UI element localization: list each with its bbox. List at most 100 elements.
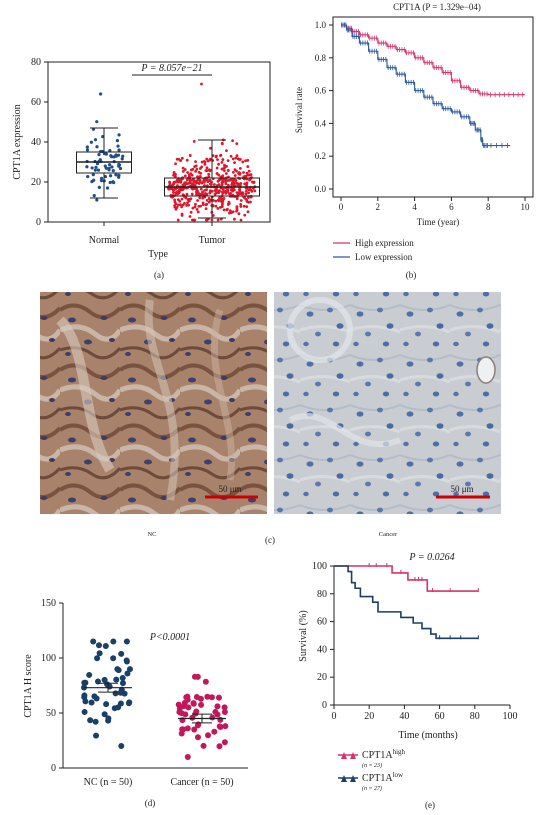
d-point	[211, 728, 218, 735]
a-point	[233, 174, 237, 177]
cancer-ihc-image: 50 μm	[274, 292, 501, 514]
b-xtick-label: 0	[339, 202, 344, 212]
a-point	[224, 182, 228, 186]
d-point	[126, 699, 133, 706]
panel-label-c: (c)	[265, 535, 275, 545]
a-point	[201, 190, 204, 194]
d-point	[103, 701, 110, 708]
d-point	[184, 754, 191, 760]
a-point	[247, 169, 251, 173]
a-point	[172, 173, 175, 177]
a-point	[98, 92, 103, 96]
a-point	[185, 204, 189, 207]
d-point	[217, 724, 224, 731]
plot-b-frame	[332, 16, 534, 198]
a-point	[208, 191, 212, 195]
d-point	[190, 700, 197, 707]
a-point	[99, 176, 104, 180]
a-point	[178, 178, 181, 182]
a-point	[185, 158, 189, 162]
d-point	[194, 673, 201, 680]
a-point	[183, 201, 186, 205]
panel-label-e: (e)	[425, 800, 435, 810]
panel-c-images: 50 μm 50 μm NC Cancer (c)	[40, 292, 501, 545]
panel-d-chart: 0 50 100 150 P<0.0001 CPT1A H score NC (n =…	[23, 598, 248, 808]
a-point	[242, 171, 245, 174]
a-point	[95, 162, 100, 166]
a-point	[179, 180, 183, 184]
a-point	[176, 192, 180, 196]
a-point	[245, 171, 249, 175]
a-point	[181, 170, 185, 173]
a-point	[252, 187, 255, 190]
a-point	[191, 178, 195, 182]
a-point	[174, 202, 178, 206]
a-point	[214, 199, 218, 203]
a-point	[193, 205, 197, 209]
d-ytick-label: 150	[41, 598, 56, 609]
e-series-line	[334, 565, 479, 640]
a-point	[194, 160, 197, 164]
a-point	[222, 169, 226, 172]
a-point	[218, 205, 222, 209]
d-category-cancer: Cancer (n = 50)	[170, 777, 233, 788]
a-point	[205, 218, 209, 222]
b-xlabel: Time (year)	[417, 217, 459, 227]
a-point	[191, 206, 195, 210]
d-point	[124, 670, 131, 677]
e-legend-high: CPT1Ahigh (n = 23)	[338, 748, 406, 769]
e-xtick-label: 0	[332, 711, 337, 722]
a-point	[186, 171, 190, 174]
e-ytick-label: 20	[317, 672, 327, 683]
a-point	[95, 145, 99, 149]
a-point	[170, 187, 174, 191]
a-point	[208, 189, 212, 193]
a-point	[215, 166, 219, 170]
d-point	[81, 708, 88, 715]
a-point	[116, 144, 120, 148]
d-point	[200, 742, 207, 749]
d-ytick-label: 0	[51, 763, 56, 774]
d-point	[87, 717, 94, 724]
e-legend-high-sup: high	[393, 748, 406, 756]
a-point	[111, 169, 115, 173]
a-point	[176, 218, 180, 222]
a-point	[179, 188, 183, 192]
panel-b-chart: CPT1A (P = 1.329e−04) 0 2 4 6 8 10 0.0 0.2 0.4 0.…	[294, 2, 534, 280]
a-point	[179, 203, 182, 207]
d-point	[184, 725, 191, 732]
a-point	[203, 162, 207, 166]
a-point	[201, 196, 205, 200]
a-point	[189, 178, 193, 182]
a-xlabel: Type	[148, 249, 168, 260]
d-point	[184, 696, 191, 703]
a-point	[232, 217, 236, 221]
a-point	[239, 205, 243, 208]
d-point	[96, 650, 103, 657]
a-point	[231, 157, 235, 161]
a-point	[188, 154, 192, 157]
a-point	[199, 204, 202, 208]
a-point	[101, 135, 105, 139]
b-ytick-label: 0.4	[315, 118, 327, 128]
a-point	[245, 205, 249, 208]
a-point	[107, 166, 111, 171]
a-point	[200, 181, 204, 185]
d-point	[105, 715, 112, 722]
a-point	[243, 213, 247, 217]
a-point	[174, 162, 177, 166]
a-point	[85, 165, 89, 169]
a-point	[93, 168, 97, 172]
d-point	[193, 694, 200, 701]
a-point	[118, 166, 123, 171]
panel-label-a: (a)	[154, 270, 164, 280]
a-point	[207, 200, 211, 204]
d-point	[182, 711, 189, 718]
a-point	[191, 167, 195, 171]
nc-scale-label: 50 μm	[218, 484, 241, 494]
a-point	[186, 201, 189, 205]
d-point	[88, 699, 95, 706]
a-point	[111, 180, 115, 184]
a-point	[216, 207, 220, 210]
